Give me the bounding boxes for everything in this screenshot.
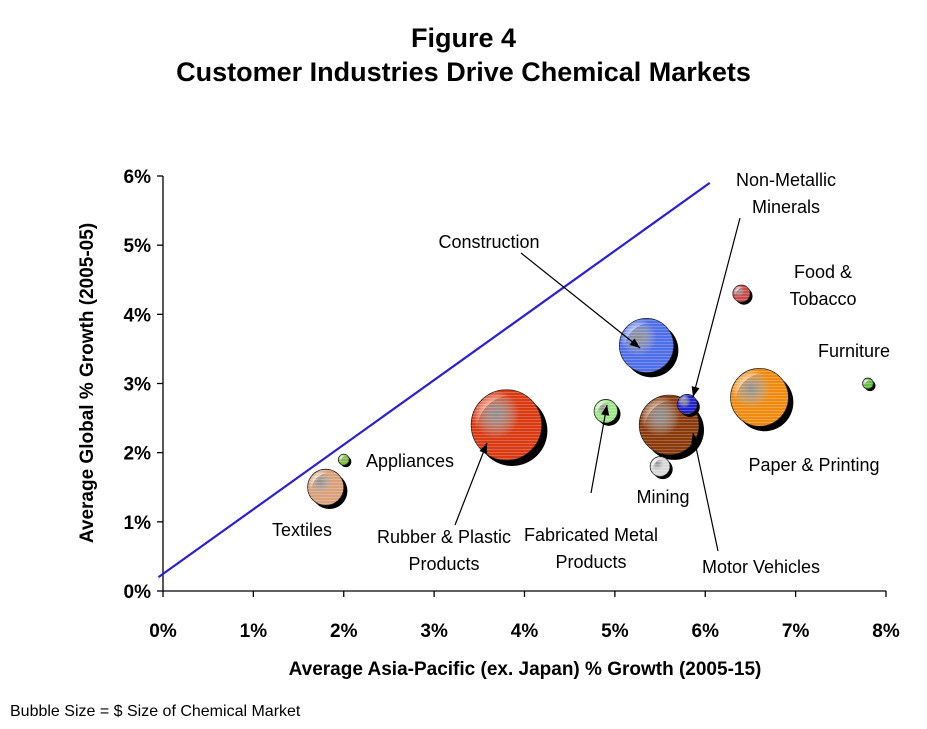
bubble-paper-and-printing [730, 368, 794, 432]
arrow-head [691, 386, 700, 397]
bubble-furniture [862, 377, 876, 392]
reference-line [157, 182, 711, 579]
y-tick-label: 5% [124, 236, 152, 257]
bubble-mining [649, 456, 673, 480]
bubble-stripes [677, 394, 698, 415]
bubble-rubber-and-plastic-products [470, 389, 548, 466]
bubble-stripes [307, 469, 344, 506]
annotation-labels: Construction Non-Metallic Minerals Food & To… [272, 170, 890, 577]
x-tick-label: 1% [240, 621, 268, 642]
bubble-stripes [471, 389, 542, 461]
label-food-and-tobacco: Food & Tobacco [789, 262, 856, 309]
y-tick-label: 0% [124, 582, 152, 603]
y-tick-label: 4% [124, 305, 152, 326]
x-tick-label: 5% [601, 621, 629, 642]
arrow-head [629, 338, 640, 348]
x-tick-label: 7% [782, 621, 810, 642]
bubble-non-metallic-minerals [676, 393, 700, 417]
y-tick-label: 1% [124, 513, 152, 534]
chart-subtitle: Customer Industries Drive Chemical Marke… [176, 57, 751, 87]
bubble-size-footnote: Bubble Size = $ Size of Chemical Market [10, 703, 301, 720]
label-appliances: Appliances [366, 451, 454, 471]
bubbles [307, 284, 876, 509]
label-furniture: Furniture [818, 341, 890, 361]
bubble-appliances [337, 453, 352, 468]
arrow-motor-vehicles [691, 432, 719, 552]
diagonal-reference-line [157, 182, 711, 579]
axes: 0% 1% 2% 3% 4% 5% 6% 7% 8% 0% 1% 2% 3% 4% 5% 6% [124, 167, 900, 642]
label-fabricated-metal-products: Fabricated Metal Products [524, 525, 658, 572]
y-tick-label: 2% [124, 444, 152, 465]
bubble-textiles [307, 468, 348, 509]
arrow-shaft [692, 432, 719, 552]
arrow-head [691, 433, 700, 444]
arrow-head [601, 405, 610, 416]
bubble-stripes [732, 284, 750, 303]
y-tick-label: 3% [124, 375, 152, 396]
arrow-construction [520, 252, 641, 349]
label-rubber-and-plastic-products: Rubber & Plastic Products [377, 527, 511, 574]
x-tick-label: 8% [872, 621, 900, 642]
bubble-stripes [730, 368, 789, 427]
arrow-shaft [692, 217, 741, 398]
label-mining: Mining [636, 487, 689, 507]
bubble-stripes [338, 454, 350, 466]
arrow-rubber-and-plastic-products [454, 442, 488, 526]
annotation-arrows [454, 217, 741, 552]
y-axis-label: Average Global % Growth (2005-05) [77, 223, 98, 543]
arrow-shaft [454, 442, 488, 526]
label-motor-vehicles: Motor Vehicles [702, 557, 820, 577]
arrow-non-metallic-minerals [691, 217, 741, 398]
x-tick-label: 6% [692, 621, 720, 642]
bubble-stripes [650, 456, 671, 477]
arrow-fabricated-metal-products [590, 404, 610, 494]
label-textiles: Textiles [272, 520, 332, 540]
arrow-shaft [590, 404, 608, 494]
x-tick-label: 3% [420, 621, 448, 642]
x-tick-label: 2% [330, 621, 358, 642]
bubble-construction [618, 317, 679, 378]
bubble-stripes [619, 318, 674, 373]
arrow-head [479, 443, 488, 454]
label-paper-and-printing: Paper & Printing [748, 455, 879, 475]
x-tick-label: 0% [149, 621, 177, 642]
bubble-food-and-tobacco [732, 284, 753, 305]
y-tick-label: 6% [124, 167, 152, 188]
x-tick-label: 4% [511, 621, 539, 642]
arrow-shaft [520, 252, 641, 349]
bubble-stripes [862, 378, 874, 389]
label-construction: Construction [438, 232, 539, 252]
chart-title: Figure 4 [410, 23, 517, 53]
x-axis-label: Average Asia-Pacific (ex. Japan) % Growt… [289, 659, 762, 680]
label-non-metallic-minerals: Non-Metallic Minerals [736, 170, 836, 217]
